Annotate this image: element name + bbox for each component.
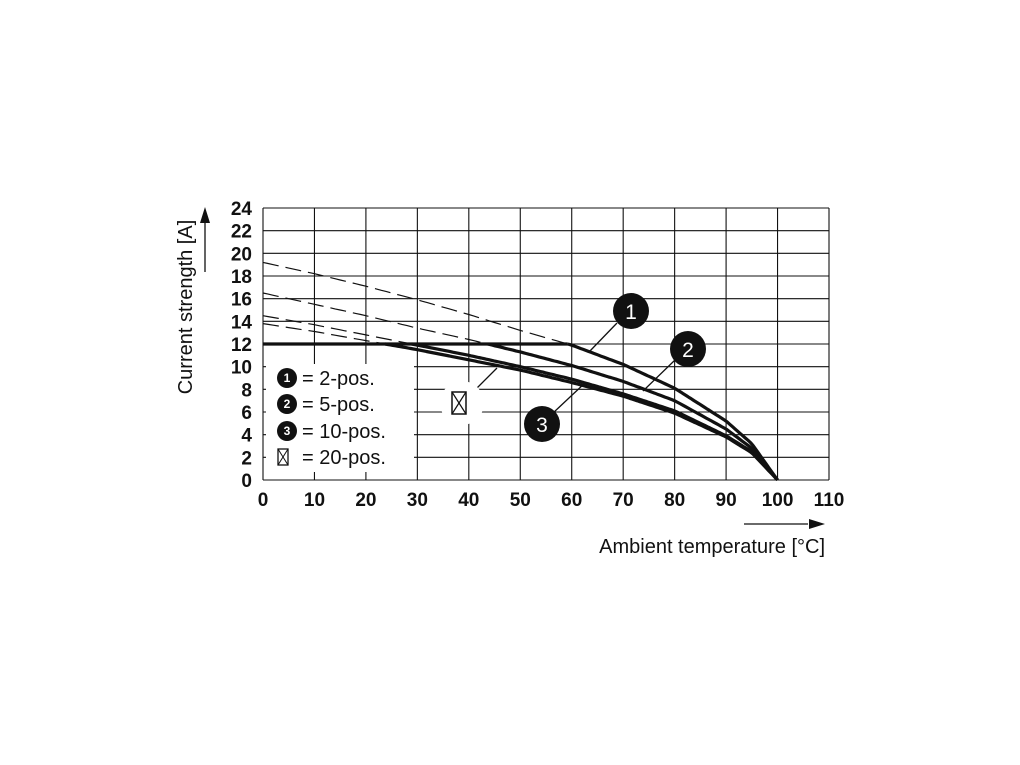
legend-marker-3 <box>277 421 297 441</box>
callout-2-leader <box>642 359 676 392</box>
callout-2-number: 2 <box>682 339 694 362</box>
legend-marker-1-label: 1 <box>284 371 291 385</box>
series-2-theoretical-line <box>262 292 488 345</box>
callout-4 <box>440 367 498 425</box>
series-1-theoretical-line <box>262 261 568 345</box>
legend-marker-3-label: 3 <box>284 424 291 438</box>
x-tick-label: 40 <box>458 490 479 511</box>
legend-marker-1 <box>277 368 297 388</box>
legend-item-3: 3 = 10-pos. <box>277 421 386 443</box>
callout-4-background <box>440 381 484 425</box>
legend-marker-2 <box>277 394 297 414</box>
callout-1-leader <box>588 322 618 353</box>
series-3-theoretical-line <box>262 315 412 345</box>
x-axis-arrow <box>744 519 825 529</box>
y-tick-label: 22 <box>231 222 252 243</box>
y-tick-label: 10 <box>231 358 252 379</box>
legend: 1 = 2-pos. 2 = 5-pos. 3 = 10-pos. = 20-p… <box>266 364 414 472</box>
legend-text-3: = 10-pos. <box>302 421 386 443</box>
y-tick-label: 8 <box>241 380 252 401</box>
y-axis-arrow <box>200 207 210 272</box>
y-axis-label: Current strength [A] <box>175 220 197 395</box>
x-tick-label: 50 <box>510 490 531 511</box>
x-tick-label: 0 <box>258 490 269 511</box>
callout-2: 2 <box>642 331 706 392</box>
grid <box>262 207 830 481</box>
legend-item-1: 1 = 2-pos. <box>277 368 375 390</box>
callout-1: 1 <box>588 293 649 353</box>
legend-text-4: = 20-pos. <box>302 447 386 469</box>
callout-3: 3 <box>524 381 587 442</box>
legend-marker-2-label: 2 <box>284 397 291 411</box>
callouts: 1 2 3 <box>440 293 706 442</box>
x-tick-label: 110 <box>814 490 845 511</box>
y-tick-label: 2 <box>241 448 252 469</box>
x-axis-label: Ambient temperature [°C] <box>599 536 825 558</box>
legend-item-2: 2 = 5-pos. <box>277 394 375 416</box>
legend-item-4: = 20-pos. <box>277 447 386 469</box>
legend-text-1: = 2-pos. <box>302 368 375 390</box>
legend-text-2: = 5-pos. <box>302 394 375 416</box>
y-tick-label: 20 <box>231 244 252 265</box>
y-tick-label: 18 <box>231 267 252 288</box>
callout-1-number: 1 <box>625 301 637 324</box>
x-tick-label: 60 <box>561 490 582 511</box>
x-tick-label: 90 <box>716 490 737 511</box>
series-1-line <box>567 342 779 481</box>
y-tick-label: 16 <box>231 290 252 311</box>
y-tick-label: 4 <box>241 426 252 447</box>
series-2-line <box>487 342 779 481</box>
y-tick-label: 14 <box>231 312 253 333</box>
x-tick-label: 20 <box>355 490 376 511</box>
callout-4-box-icon <box>451 391 467 415</box>
x-tick-label: 70 <box>613 490 634 511</box>
x-tick-labels: 0 10 20 30 40 50 60 70 80 90 100 110 <box>258 490 845 511</box>
callout-3-leader <box>552 381 587 414</box>
series-4-theoretical-line <box>262 323 386 345</box>
legend-marker-4-box-icon <box>277 448 289 466</box>
x-tick-label: 30 <box>407 490 428 511</box>
y-tick-label: 0 <box>241 471 252 492</box>
x-tick-label: 10 <box>304 490 325 511</box>
x-tick-label: 100 <box>762 490 794 511</box>
series-3-line <box>411 342 779 482</box>
y-tick-label: 12 <box>231 335 252 356</box>
y-tick-label: 6 <box>241 403 252 424</box>
y-tick-label: 24 <box>231 199 253 220</box>
x-tick-label: 80 <box>664 490 685 511</box>
callout-3-number: 3 <box>536 414 548 437</box>
